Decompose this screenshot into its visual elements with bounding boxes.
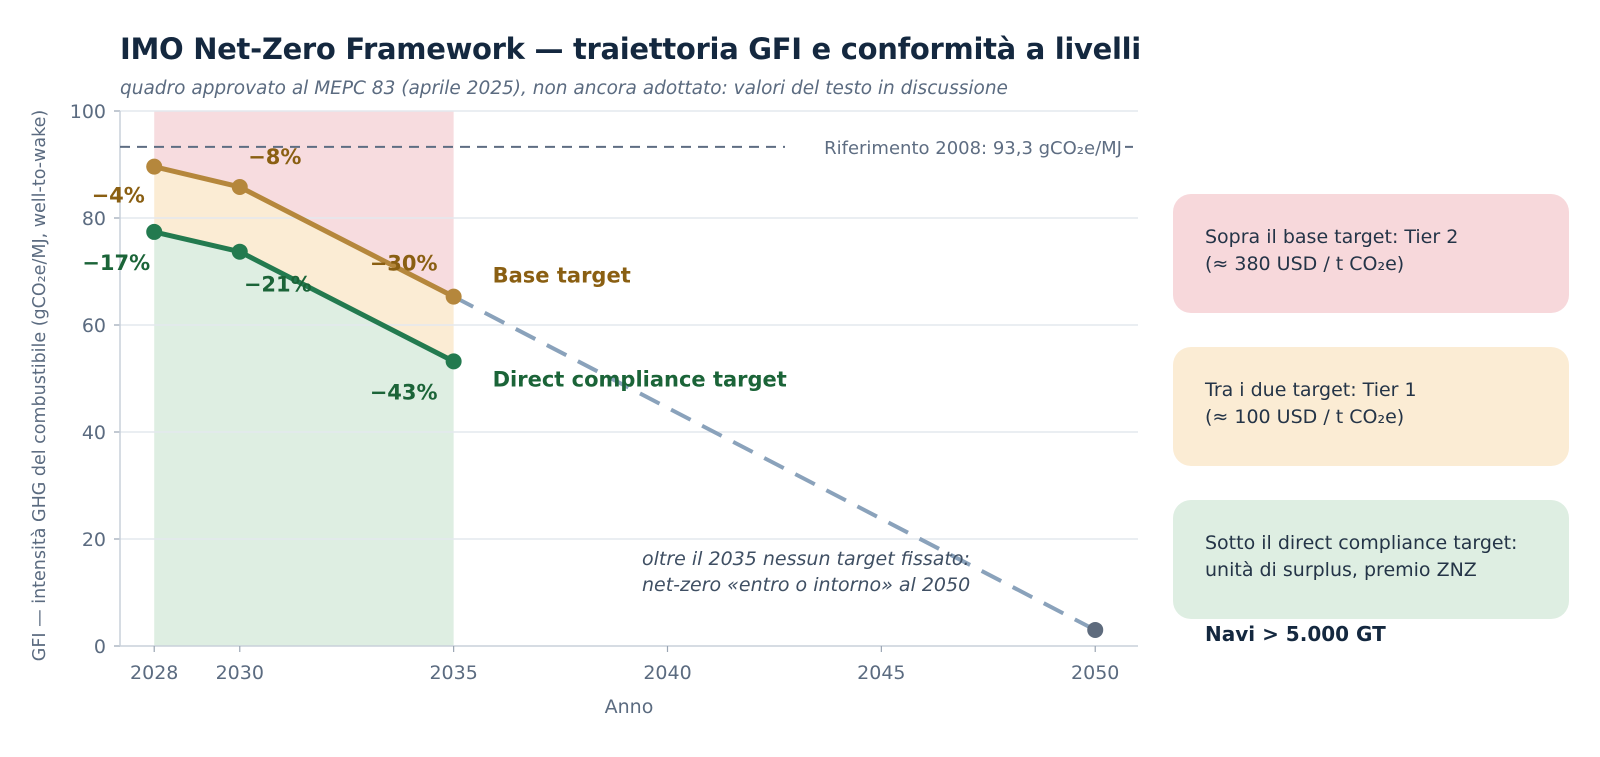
series-layer	[146, 158, 1104, 638]
y-tick-label: 60	[82, 315, 106, 337]
y-tick-label: 0	[94, 636, 106, 658]
surplus-line: unità di surplus, premio ZNZ	[1205, 559, 1477, 581]
direct-compliance-point	[231, 243, 248, 260]
x-tick-label: 2035	[429, 662, 477, 684]
surplus-line: Sotto il direct compliance target:	[1205, 532, 1518, 554]
tier-1-line: (≈ 100 USD / t CO₂e)	[1205, 406, 1405, 428]
chart-title: IMO Net-Zero Framework — traiettoria GFI…	[120, 32, 1141, 66]
bands-layer	[154, 111, 454, 646]
x-axis-label: Anno	[605, 696, 654, 718]
reference-label: Riferimento 2008: 93,3 gCO₂e/MJ	[824, 138, 1122, 159]
y-tick-label: 100	[70, 101, 106, 123]
tier1-band	[154, 166, 454, 362]
point-label: −17%	[82, 251, 150, 275]
y-axis-label: GFI — intensità GHG del combustibile (gC…	[30, 110, 50, 661]
series-name-label: Direct compliance target	[493, 367, 787, 391]
tier-2-line: Sopra il base target: Tier 2	[1205, 226, 1459, 248]
ships-label: Navi > 5.000 GT	[1205, 622, 1386, 646]
direct-compliance-point	[445, 353, 462, 370]
reference-layer: Riferimento 2008: 93,3 gCO₂e/MJ	[120, 132, 1138, 161]
tier-2-box: Sopra il base target: Tier 2 (≈ 380 USD …	[1173, 194, 1569, 313]
surplus-band	[154, 231, 454, 646]
annotation-line: net-zero «entro o intorno» al 2050	[642, 574, 970, 596]
base-target-point	[146, 158, 163, 175]
tier-1-line: Tra i due target: Tier 1	[1205, 379, 1417, 401]
point-label: −30%	[370, 252, 438, 276]
chart-subtitle: quadro approvato al MEPC 83 (aprile 2025…	[120, 78, 1008, 99]
y-tick-label: 20	[82, 529, 106, 551]
surplus-box: Sotto il direct compliance target: unità…	[1173, 500, 1569, 619]
labels-layer: −4% −8% −30% Base target −17% −21% −43% Direct …	[82, 145, 970, 596]
series-name-label: Base target	[493, 264, 631, 288]
point-label: −43%	[370, 380, 438, 404]
point-label: −4%	[92, 184, 145, 208]
x-tick-label: 2045	[857, 662, 905, 684]
grid-layer	[120, 110, 1138, 540]
y-tick-label: 80	[82, 208, 106, 230]
tier-1-box: Tra i due target: Tier 1 (≈ 100 USD / t …	[1173, 347, 1569, 466]
tier2-band	[154, 111, 454, 297]
base-target-point	[445, 288, 462, 305]
annotation-line: oltre il 2035 nessun target fissato:	[642, 548, 970, 570]
x-tick-label: 2030	[216, 662, 264, 684]
projection-line	[452, 294, 1097, 632]
point-label: −21%	[244, 273, 312, 297]
base-target-point	[231, 178, 248, 195]
x-tick-label: 2040	[643, 662, 691, 684]
projection-endpoint	[1087, 621, 1104, 638]
point-label: −8%	[248, 145, 301, 169]
x-tick-label: 2050	[1071, 662, 1119, 684]
reference-label-bg	[785, 132, 1125, 161]
x-tick-label: 2028	[130, 662, 178, 684]
tier-2-line: (≈ 380 USD / t CO₂e)	[1205, 253, 1405, 275]
y-tick-label: 40	[82, 422, 106, 444]
direct-compliance-point	[146, 223, 163, 240]
